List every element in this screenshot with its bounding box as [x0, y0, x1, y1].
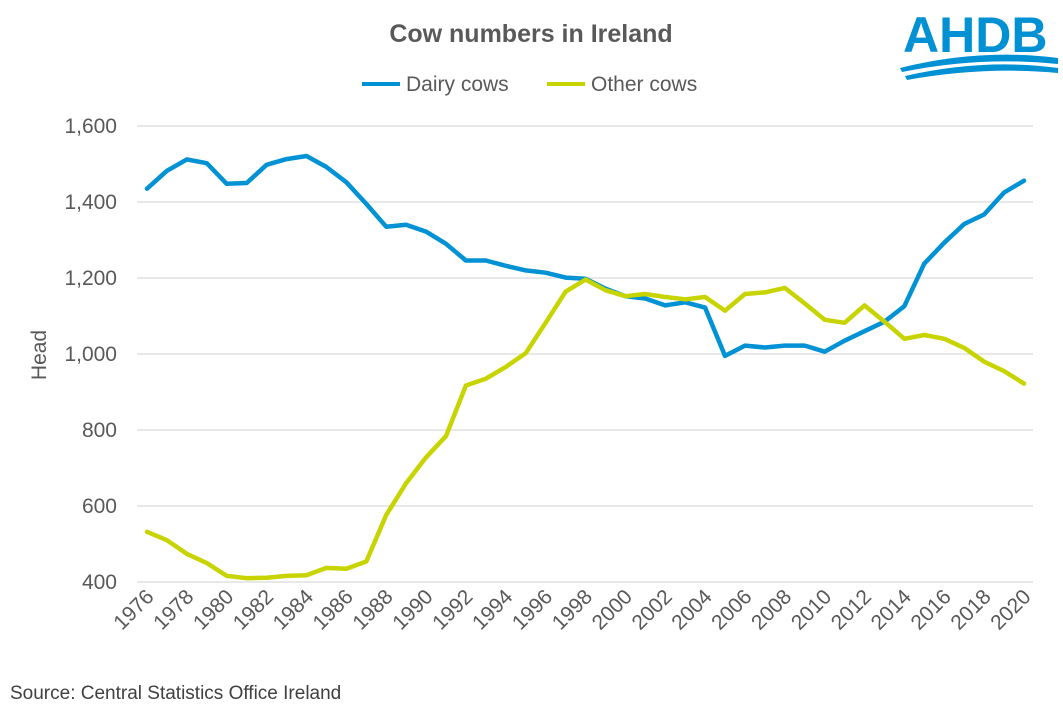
legend-label-other: Other cows: [591, 73, 697, 96]
x-tick-label: 2016: [907, 585, 956, 634]
y-tick-label: 1,200: [64, 267, 117, 290]
x-tick-label: 1990: [388, 585, 437, 634]
x-tick-label: 2018: [946, 585, 995, 634]
x-tick-label: 1982: [229, 585, 278, 634]
x-tick-label: 2004: [667, 585, 717, 635]
x-tick-label: 2000: [588, 585, 637, 634]
series-line-other-cows: [144, 277, 1027, 581]
x-tick-label: 1994: [468, 585, 518, 635]
legend-label-dairy: Dairy cows: [406, 73, 509, 96]
x-tick-label: 2010: [787, 585, 836, 634]
x-tick-label: 1980: [189, 585, 238, 634]
y-tick-label: 1,400: [64, 191, 117, 214]
x-tick-label: 2002: [627, 585, 676, 634]
x-tick-label: 2012: [827, 585, 876, 634]
chart-title: Cow numbers in Ireland: [389, 20, 672, 48]
x-tick-label: 1984: [269, 585, 319, 635]
x-tick-label: 1996: [508, 585, 557, 634]
legend: Dairy cows Other cows: [362, 73, 697, 96]
y-tick-label: 1,600: [64, 115, 117, 138]
gridlines: [137, 125, 1033, 583]
y-axis-label: Head: [28, 330, 51, 380]
x-tick-label: 1992: [428, 585, 477, 634]
ahdb-logo: AHDB: [900, 7, 1058, 80]
y-tick-label: 600: [82, 495, 117, 518]
y-tick-label: 1,000: [64, 343, 117, 366]
logo-text: AHDB: [903, 7, 1047, 63]
x-tick-label: 1978: [149, 585, 198, 634]
x-tick-label: 2020: [986, 585, 1035, 634]
x-tick-label: 1988: [348, 585, 397, 634]
x-tick-label: 2008: [747, 585, 796, 634]
y-axis: 400 600 800 1,000 1,200 1,400 1,600: [64, 115, 117, 594]
logo-swoosh-1: [900, 54, 1058, 72]
x-tick-label: 1998: [548, 585, 597, 634]
logo-swoosh-2: [905, 64, 1058, 80]
series-lines: [144, 153, 1027, 581]
y-tick-label: 400: [82, 571, 117, 594]
x-tick-label: 2006: [707, 585, 756, 634]
y-tick-label: 800: [82, 419, 117, 442]
source-note: Source: Central Statistics Office Irelan…: [10, 683, 341, 704]
x-tick-label: 2014: [867, 585, 917, 635]
x-axis: 1976197819801982198419861988199019921994…: [109, 585, 1035, 635]
x-tick-label: 1986: [309, 585, 358, 634]
